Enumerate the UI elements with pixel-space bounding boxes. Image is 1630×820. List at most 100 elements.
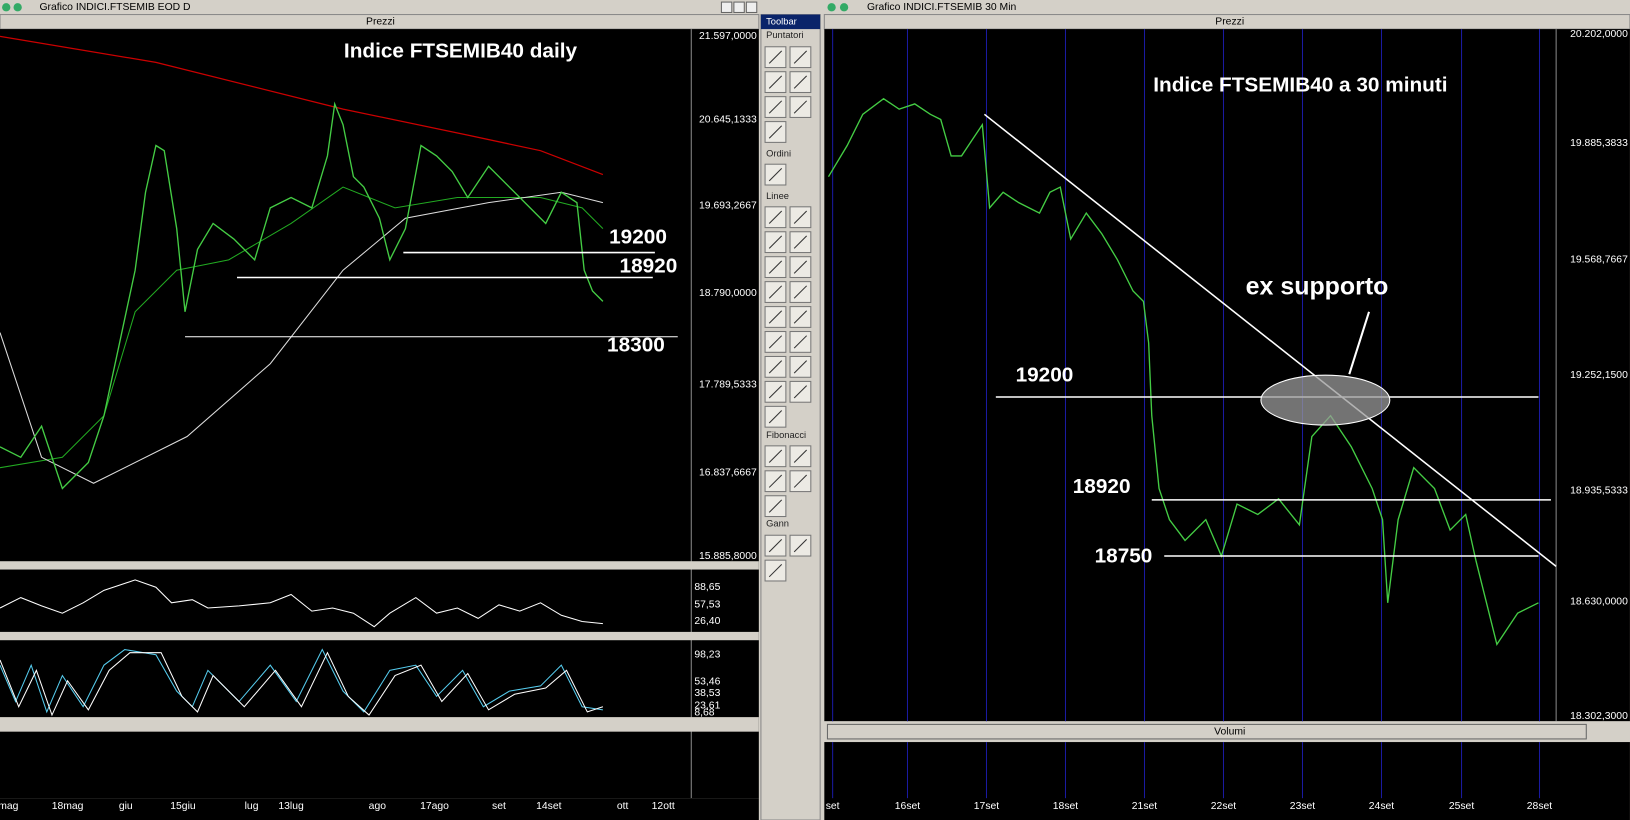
tool-icon bbox=[793, 360, 808, 374]
y-tick-label: 18.935,5333 bbox=[1570, 485, 1628, 496]
window-icon bbox=[839, 3, 849, 12]
close-button[interactable] bbox=[745, 1, 758, 13]
window-icon bbox=[827, 3, 836, 12]
toolbar-section: Puntatori bbox=[766, 30, 803, 40]
tool-icon bbox=[768, 449, 783, 463]
y-tick-label: 17.789,5333 bbox=[699, 379, 757, 390]
toolbar-section: Ordini bbox=[766, 148, 791, 158]
y-tick-label: 15.885,8000 bbox=[699, 551, 757, 562]
volume-area bbox=[824, 742, 1630, 820]
level-label: 18920 bbox=[1073, 475, 1131, 498]
x-tick-label: 22set bbox=[1211, 801, 1237, 812]
y-tick-label: 53,46 bbox=[694, 677, 720, 688]
x-tick-label: giu bbox=[119, 801, 133, 812]
x-tick-label: 18set bbox=[1053, 801, 1079, 812]
chart-annotation: Indice FTSEMIB40 daily bbox=[344, 39, 578, 62]
stochastic-line bbox=[0, 651, 604, 717]
y-tick-label: 38,53 bbox=[694, 688, 720, 699]
x-tick-label: 17set bbox=[974, 801, 1000, 812]
panel-splitter bbox=[0, 631, 759, 641]
tool-icon bbox=[768, 75, 783, 89]
y-tick-label: 26,40 bbox=[694, 616, 720, 627]
y-tick-label: 19.568,7667 bbox=[1570, 255, 1628, 266]
tool-icon bbox=[793, 474, 808, 488]
x-tick-label: 15giu bbox=[170, 801, 196, 812]
window-icon bbox=[13, 3, 22, 12]
toolbar-title: Toolbar bbox=[766, 16, 797, 26]
x-tick-label: ago bbox=[369, 801, 387, 812]
x-tick-label: lug bbox=[245, 801, 259, 812]
toolbar-section: Linee bbox=[766, 191, 789, 201]
x-tick-label: 14set bbox=[536, 801, 562, 812]
tool-icon bbox=[768, 335, 783, 349]
chart-area bbox=[824, 29, 1630, 722]
tool-icon bbox=[768, 100, 783, 114]
level-label: 18300 bbox=[607, 334, 665, 357]
x-tick-label: 21set bbox=[1132, 801, 1158, 812]
tool-icon bbox=[793, 449, 808, 463]
y-tick-label: 23,61 bbox=[694, 700, 720, 711]
tool-icon bbox=[793, 235, 808, 249]
tool-icon bbox=[768, 310, 783, 324]
y-tick-label: 98,23 bbox=[694, 650, 720, 661]
y-tick-label: 16.837,6667 bbox=[699, 468, 757, 479]
tool-icon bbox=[768, 385, 783, 399]
tool-icon bbox=[793, 539, 808, 553]
stochastic-line bbox=[0, 648, 603, 714]
toolbar-header bbox=[760, 14, 821, 30]
highlight-ellipse bbox=[1260, 374, 1391, 426]
window-title: Grafico INDICI.FTSEMIB 30 Min bbox=[867, 2, 1017, 13]
trend-line bbox=[983, 113, 1557, 568]
tool-icon bbox=[768, 474, 783, 488]
tool-icon bbox=[768, 563, 783, 578]
tool-icon bbox=[768, 360, 783, 374]
tool-icon bbox=[793, 100, 808, 114]
x-tick-label: 24set bbox=[1369, 801, 1395, 812]
session-lines bbox=[832, 29, 1541, 799]
tool-icon bbox=[768, 235, 783, 249]
time-axis bbox=[0, 798, 759, 820]
y-tick-label: 18.630,0000 bbox=[1570, 597, 1628, 608]
title-bar bbox=[0, 0, 759, 15]
x-tick-label: 16set bbox=[895, 801, 921, 812]
title-bar bbox=[824, 0, 1630, 15]
volume-title: Volumi bbox=[1214, 726, 1245, 737]
x-tick-label: ott bbox=[617, 801, 629, 812]
tool-icon bbox=[768, 539, 783, 553]
price-series bbox=[827, 97, 1539, 647]
toolbar-section: Fibonacci bbox=[766, 430, 806, 440]
x-tick-label: 28set bbox=[1527, 801, 1553, 812]
maximize-button[interactable] bbox=[733, 1, 745, 13]
panel-splitter bbox=[0, 561, 759, 570]
tool-icon bbox=[768, 125, 783, 139]
tool-icon bbox=[768, 410, 783, 424]
level-label: 18920 bbox=[620, 255, 678, 278]
tool-icon bbox=[793, 50, 808, 64]
callout-label: ex supporto bbox=[1246, 272, 1389, 300]
panel-title: Prezzi bbox=[366, 17, 395, 28]
level-label: 19200 bbox=[1016, 364, 1074, 387]
y-tick-label: 19.885,3833 bbox=[1570, 138, 1628, 149]
minimize-button[interactable] bbox=[720, 1, 733, 13]
tool-icon bbox=[793, 285, 808, 299]
tool-icon bbox=[793, 385, 808, 399]
x-tick-label: mag bbox=[0, 801, 19, 812]
tool-icon bbox=[793, 75, 808, 89]
moving-average bbox=[0, 191, 604, 484]
x-tick-label: 13lug bbox=[278, 801, 304, 812]
tool-icon bbox=[768, 167, 783, 182]
x-tick-label: 25set bbox=[1449, 801, 1475, 812]
tool-icon bbox=[768, 260, 783, 274]
callout-line bbox=[1348, 311, 1371, 375]
oscillator-line bbox=[0, 579, 603, 628]
chart-annotation: Indice FTSEMIB40 a 30 minuti bbox=[1153, 74, 1447, 97]
x-tick-label: set bbox=[492, 801, 506, 812]
tool-icon bbox=[768, 285, 783, 299]
x-tick-label: set bbox=[826, 801, 840, 812]
tool-icon bbox=[768, 50, 783, 64]
toolbar-section: Gann bbox=[766, 518, 789, 528]
tool-buttons bbox=[764, 46, 812, 582]
